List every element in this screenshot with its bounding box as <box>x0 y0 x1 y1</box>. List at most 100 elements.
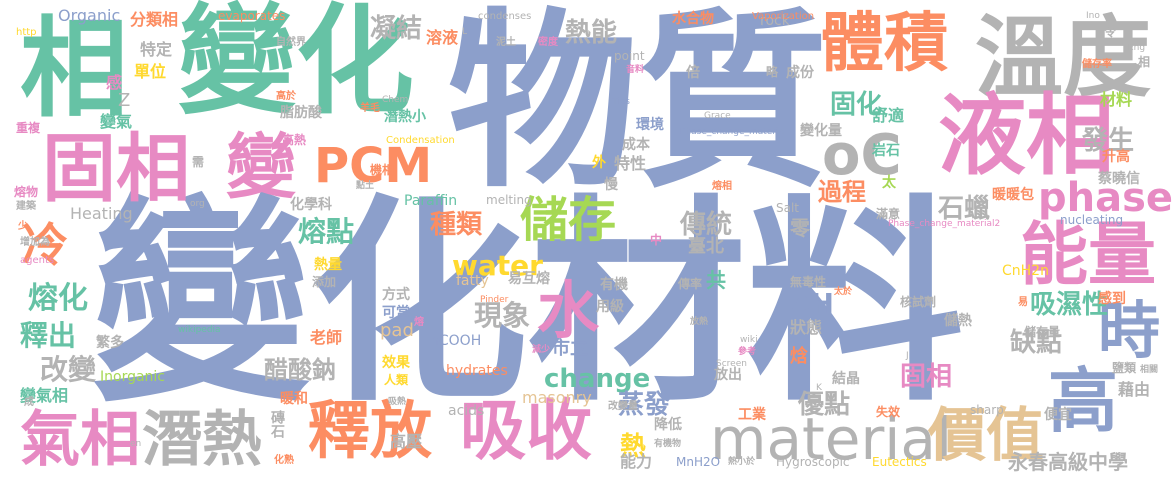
word-fanduo: 繁多 <box>96 335 124 351</box>
word-texing: 特性 <box>614 154 647 173</box>
word-shifang: 釋放 <box>308 394 433 467</box>
word-rongye: 溶液 <box>426 28 459 47</box>
word-quedian: 缺點 <box>1010 328 1063 358</box>
word-jianshao: 減少 <box>532 345 551 355</box>
word-huaxueke: 化學科 <box>290 197 332 213</box>
word-xiang2: 相 <box>1138 55 1151 69</box>
word-jiejing: 結晶 <box>832 371 860 387</box>
word-ino: Ino <box>1086 11 1100 21</box>
word-jidian: 點土 <box>356 181 375 191</box>
word-yi: 易 <box>1018 297 1028 308</box>
word-yihurong: 易互熔 <box>508 271 550 287</box>
word-leng: 冷 <box>22 218 68 272</box>
word-water: water <box>452 249 543 282</box>
word-youjiwu: 有機物 <box>654 439 682 449</box>
word-gan: 感 <box>103 74 122 90</box>
word-bian: 變 <box>226 126 296 208</box>
word-agents: agents <box>20 255 55 266</box>
word-cheng: 成 <box>24 397 34 408</box>
word-ncooh: nCOOH <box>430 333 482 349</box>
word-bianqixiang: 變氣相 <box>20 386 69 405</box>
word-yanlei: 鹽類 <box>1112 361 1137 375</box>
word-zhonglei: 種類 <box>430 210 483 240</box>
word-cailiao: 材料 <box>1100 90 1133 109</box>
word-youdian: 優點 <box>798 390 851 420</box>
word-tiji: 體積 <box>820 7 948 81</box>
word-hygroscopic: Hygroscopic <box>776 455 850 469</box>
word-wiki: wiki <box>740 335 758 345</box>
word-mi: 密度 <box>538 37 558 48</box>
word-laoshi: 老師 <box>310 328 343 347</box>
word-xu: 需 <box>192 155 205 169</box>
word-xishixing: 吸濕性 <box>1030 290 1109 320</box>
word-cusuanna: 醋酸鈉 <box>264 356 336 384</box>
word-fatty: fatty <box>456 273 489 289</box>
word-material: material <box>710 405 953 473</box>
word-evaporates: evaporates <box>218 9 286 23</box>
word-gao: 高 <box>1048 360 1118 442</box>
word-chucun: 儲存 <box>520 192 617 248</box>
word-rongdian: 熔點 <box>298 215 355 248</box>
word-fenleixiang: 分類相 <box>130 10 179 29</box>
word-hydrates: hydrates <box>446 363 508 379</box>
word-j: J <box>906 351 909 361</box>
word-yonghuji: 用級 <box>596 299 624 315</box>
word-bianhua: 變化 <box>178 0 415 130</box>
word-xishou: 吸收 <box>460 392 592 469</box>
word-reneng: 熱能 <box>565 18 618 48</box>
word-guxiang: 固相 <box>42 126 190 212</box>
word-danwei: 單位 <box>134 62 167 81</box>
word-fasheng: 發生 <box>1082 126 1135 156</box>
word-wendu: 溫度 <box>975 6 1152 109</box>
word-manyi: 滿意 <box>876 207 901 221</box>
word-k: K <box>816 383 822 393</box>
word-inorganic: Inorganic <box>100 369 166 385</box>
word-tai: 太 <box>882 175 896 191</box>
word-zhong: 中 <box>650 233 663 247</box>
word-qianre: 潛熱 <box>142 405 262 475</box>
word-acids: acids <box>448 403 485 419</box>
word-oc: oC <box>822 123 902 188</box>
word-gaore: 高熱 <box>282 133 307 147</box>
word-taiyu: 太於 <box>834 287 853 297</box>
word-ties: Ties <box>612 97 630 107</box>
word-rencheng: 人類 <box>384 373 409 387</box>
word-man: 慢 <box>604 177 618 193</box>
word-jiangdi: 降低 <box>654 417 682 433</box>
word-ling2: 令 <box>1104 25 1117 39</box>
word-wikipedia: wikipedia <box>178 325 221 335</box>
word-pianyi: 便宜 <box>1044 407 1072 423</box>
word-nengli: 能力 <box>620 452 653 471</box>
word-wai: 外 <box>592 155 606 171</box>
word-xiao: 少 <box>18 221 28 232</box>
word-ningjie: 凝結 <box>370 14 423 44</box>
word-guhua: 固化 <box>830 90 883 120</box>
word-xiang: 相 <box>20 7 129 132</box>
word-huanjing: 環境 <box>636 117 664 133</box>
word-eutectics: Eutectics <box>872 455 927 469</box>
word-bei: 倍 <box>686 65 700 81</box>
word-shila: 石蠟 <box>938 194 991 224</box>
word-kedang: 可當 <box>382 305 410 321</box>
word-mnh2o: MnH2O <box>676 455 721 469</box>
word-zhongzhi: 重複 <box>16 121 41 135</box>
word-zhengfa: 蒸發 <box>618 390 671 420</box>
word-point: point <box>614 49 645 63</box>
word-pcm: PCM <box>314 138 433 194</box>
word-fangchu: 放出 <box>714 367 742 383</box>
word-yongchun: 永春高級中學 <box>1008 450 1128 474</box>
word-shili: 市立 <box>552 338 588 359</box>
word-xiaoguo: 效果 <box>382 355 410 371</box>
word-jijian: 機相 <box>370 163 395 177</box>
word-phase: phase <box>1038 175 1174 221</box>
word-canzhao: 參考 <box>738 347 757 357</box>
word-guxiang2: 固相 <box>900 362 953 392</box>
word-ziranjie: 自然界 <box>276 37 306 48</box>
word-eng: Eng <box>1128 43 1146 53</box>
word-z: Z <box>118 90 131 111</box>
word-hexinji: 核試劑 <box>900 295 937 309</box>
word-chucunliang: 儲存量 <box>1024 325 1061 339</box>
word-bianqi: 變氣 <box>100 112 133 131</box>
word-pad: pad <box>380 320 414 341</box>
